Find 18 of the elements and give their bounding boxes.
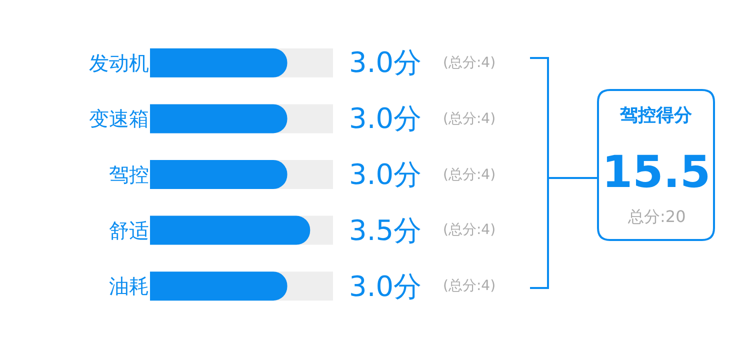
y-tick-label: 变速箱 xyxy=(89,106,149,131)
data-label: 3.0分 xyxy=(349,270,422,303)
data-label: 3.0分 xyxy=(349,46,422,79)
text: 驾控得分 xyxy=(619,105,693,126)
text: 15.5 xyxy=(602,147,711,198)
text: (总分:4) xyxy=(443,167,496,183)
text: (总分:4) xyxy=(443,55,496,71)
text: (总分:4) xyxy=(443,278,496,294)
y-tick-label: 发动机 xyxy=(89,50,149,75)
y-tick-label: 驾控 xyxy=(109,162,149,186)
y-tick-label: 舒适 xyxy=(109,218,149,242)
data-label: 3.0分 xyxy=(349,158,422,191)
data-label: 3.0分 xyxy=(349,102,422,135)
text: 总分:20 xyxy=(627,207,686,226)
y-tick-label: 油耗 xyxy=(109,274,149,298)
data-label: 3.5分 xyxy=(349,214,422,247)
text: (总分:4) xyxy=(443,111,496,127)
text: (总分:4) xyxy=(443,222,496,238)
